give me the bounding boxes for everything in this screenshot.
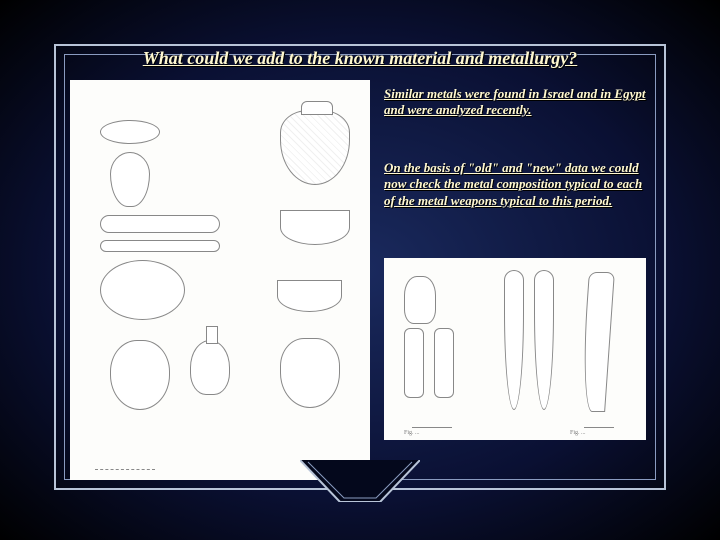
frame-notch-decoration	[300, 460, 420, 502]
sketch-scale-bar	[95, 469, 155, 470]
sketch-scale-bar-right	[584, 427, 614, 428]
sketch-round-bowl	[100, 260, 185, 320]
sketch-flat-oval	[100, 120, 160, 144]
sketch-large-vase	[280, 110, 350, 185]
sketch-dagger-a	[504, 270, 524, 410]
figure-caption-left: Fig. ...	[404, 430, 420, 436]
paragraph-1: Similar metals were found in Israel and …	[384, 86, 646, 119]
paragraph-2: On the basis of "old" and "new" data we …	[384, 160, 646, 209]
sketch-pot-handled	[110, 340, 170, 410]
right-figure-weapons: Fig. ... Fig. ...	[384, 258, 646, 440]
sketch-handle-a	[404, 328, 424, 398]
sketch-wide-pot	[280, 338, 340, 408]
sketch-shield	[110, 152, 150, 207]
sketch-long-tool-1	[100, 215, 220, 233]
sketch-axe-head	[404, 276, 436, 324]
figure-caption-right: Fig. ...	[570, 430, 586, 436]
sketch-handle-b	[434, 328, 454, 398]
sketch-small-bowl	[277, 280, 342, 312]
slide-title: What could we add to the known material …	[0, 48, 720, 69]
sketch-curved-blade	[579, 272, 615, 412]
sketch-scale-bar-left	[412, 427, 452, 428]
sketch-flask	[190, 340, 230, 395]
sketch-long-tool-2	[100, 240, 220, 252]
left-figure-plate	[70, 80, 370, 480]
sketch-dagger-b	[534, 270, 554, 410]
sketch-shallow-bowl	[280, 210, 350, 245]
